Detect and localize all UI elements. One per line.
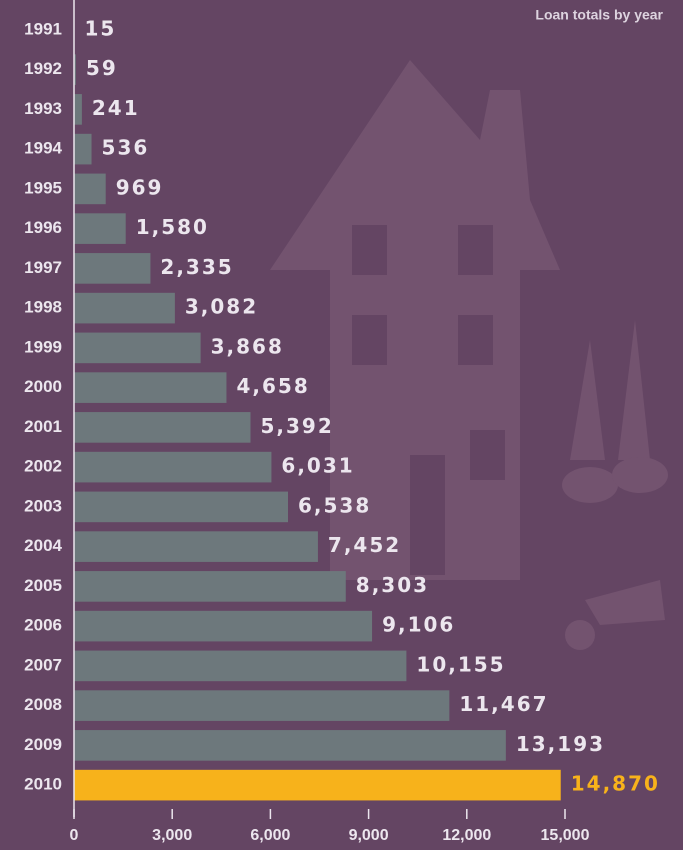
bar (74, 134, 92, 165)
value-label: 9,106 (382, 613, 455, 637)
y-tick-label: 2001 (24, 417, 62, 436)
value-label: 5,392 (260, 414, 333, 438)
chart-title: Loan totals by year (535, 7, 663, 23)
y-tick-label: 2003 (24, 496, 62, 515)
value-label: 241 (92, 96, 140, 120)
value-label: 14,870 (571, 772, 660, 796)
bar (74, 293, 175, 324)
bar (74, 611, 372, 642)
bar (74, 333, 201, 364)
x-tick-label: 9,000 (349, 827, 389, 844)
bar (74, 492, 288, 523)
y-tick-label: 1999 (24, 337, 62, 356)
y-tick-label: 2005 (24, 576, 62, 595)
value-label: 6,538 (298, 493, 371, 517)
value-label: 10,155 (416, 652, 505, 676)
value-label: 1,580 (136, 215, 209, 239)
y-tick-label: 2008 (24, 695, 62, 714)
y-tick-label: 1996 (24, 218, 62, 237)
bar (74, 94, 82, 125)
bar (74, 730, 506, 761)
bar (74, 651, 406, 682)
value-label: 969 (116, 175, 164, 199)
bar (74, 372, 226, 403)
value-label: 3,082 (185, 295, 258, 319)
bar (74, 213, 126, 244)
value-label: 11,467 (459, 692, 548, 716)
value-label: 7,452 (328, 533, 401, 557)
value-label: 3,868 (211, 334, 284, 358)
value-label: 4,658 (236, 374, 309, 398)
y-tick-label: 2006 (24, 616, 62, 635)
bar (74, 571, 346, 602)
y-tick-label: 2009 (24, 735, 62, 754)
bar (74, 253, 150, 284)
bar (74, 412, 250, 443)
bar (74, 531, 318, 562)
x-tick-label: 0 (70, 827, 79, 844)
y-tick-label: 1991 (24, 19, 62, 38)
bar (74, 452, 271, 483)
value-label: 2,335 (160, 255, 233, 279)
x-tick-label: 12,000 (442, 827, 491, 844)
y-tick-label: 1992 (24, 59, 62, 78)
y-tick-label: 1998 (24, 298, 62, 317)
bar (74, 690, 449, 721)
value-label: 13,193 (516, 732, 605, 756)
chart: Loan totals by year 1991 15 1992 59 1993 241 1… (0, 0, 683, 850)
value-label: 6,031 (281, 454, 354, 478)
y-tick-label: 1997 (24, 258, 62, 277)
bar (74, 174, 106, 205)
bar (74, 770, 561, 801)
x-tick-label: 15,000 (541, 827, 590, 844)
y-tick-label: 1994 (24, 139, 62, 158)
value-label: 59 (86, 56, 118, 80)
y-tick-label: 2004 (24, 536, 62, 555)
y-tick-label: 2007 (24, 655, 62, 674)
value-label: 8,303 (356, 573, 429, 597)
value-label: 536 (102, 136, 150, 160)
y-tick-label: 2010 (24, 775, 62, 794)
x-tick-label: 6,000 (250, 827, 290, 844)
y-tick-label: 1995 (24, 178, 62, 197)
y-tick-label: 2002 (24, 457, 62, 476)
y-tick-label: 2000 (24, 377, 62, 396)
value-label: 15 (84, 16, 116, 40)
x-tick-label: 3,000 (152, 827, 192, 844)
y-tick-label: 1993 (24, 99, 62, 118)
